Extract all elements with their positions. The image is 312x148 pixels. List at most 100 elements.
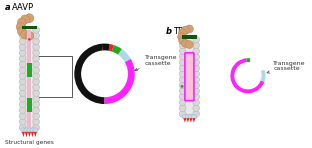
Circle shape [19,101,26,108]
Wedge shape [102,44,110,51]
Circle shape [27,128,32,133]
Circle shape [179,70,186,77]
Circle shape [19,72,26,79]
Circle shape [25,31,34,40]
Circle shape [25,14,34,23]
Circle shape [193,48,200,54]
Circle shape [19,67,26,73]
Polygon shape [27,98,32,112]
Circle shape [179,42,186,49]
Wedge shape [261,70,265,73]
Circle shape [33,32,40,39]
Circle shape [21,15,29,24]
Circle shape [193,99,200,106]
Circle shape [193,36,200,43]
Circle shape [193,111,200,117]
Circle shape [19,84,26,91]
Circle shape [179,111,186,117]
Circle shape [179,88,186,94]
Polygon shape [22,25,37,29]
Circle shape [193,76,200,83]
Circle shape [33,118,40,125]
Text: Transgene
cassette: Transgene cassette [135,55,177,71]
Circle shape [19,78,26,85]
Circle shape [33,78,40,85]
Circle shape [179,65,186,71]
Circle shape [33,72,40,79]
Circle shape [21,30,29,39]
Circle shape [193,53,200,60]
Circle shape [19,38,26,45]
Circle shape [19,26,26,33]
Polygon shape [25,132,28,137]
Circle shape [33,90,40,96]
Polygon shape [22,27,36,130]
Polygon shape [22,132,25,137]
Circle shape [19,55,26,62]
Circle shape [185,114,191,119]
Circle shape [19,49,26,56]
Circle shape [179,53,186,60]
Circle shape [193,82,200,89]
Circle shape [33,128,38,133]
Circle shape [179,59,186,66]
Circle shape [33,67,40,73]
Circle shape [179,82,186,89]
Circle shape [33,101,40,108]
Circle shape [19,124,26,131]
Circle shape [19,32,26,39]
Circle shape [182,114,188,119]
Polygon shape [183,118,186,123]
Circle shape [193,70,200,77]
Wedge shape [74,44,105,104]
Circle shape [193,65,200,71]
Circle shape [179,37,187,45]
Circle shape [19,107,26,114]
Circle shape [179,93,186,100]
Circle shape [179,29,187,37]
Circle shape [33,113,40,119]
Polygon shape [187,118,189,123]
Circle shape [19,118,26,125]
Circle shape [191,114,197,119]
Circle shape [33,124,40,131]
Circle shape [193,93,200,100]
Polygon shape [34,132,37,137]
Circle shape [33,61,40,68]
Polygon shape [27,63,32,77]
Polygon shape [193,118,195,123]
Circle shape [179,76,186,83]
Circle shape [182,40,189,47]
Circle shape [178,33,186,41]
Circle shape [19,61,26,68]
Circle shape [24,128,29,133]
Circle shape [17,27,26,36]
Circle shape [33,49,40,56]
Circle shape [30,128,35,133]
Text: a: a [5,3,11,12]
Polygon shape [183,37,196,117]
Circle shape [193,88,200,94]
Circle shape [179,48,186,54]
Text: Transgene
cassette: Transgene cassette [267,61,306,73]
Circle shape [182,26,189,34]
Circle shape [33,38,40,45]
Circle shape [19,95,26,102]
Polygon shape [182,35,197,39]
Wedge shape [118,49,131,62]
Text: b: b [166,27,172,36]
Wedge shape [261,73,266,82]
Circle shape [21,128,26,133]
Circle shape [33,84,40,91]
Polygon shape [189,118,193,123]
Polygon shape [31,132,34,137]
Circle shape [188,114,193,119]
Polygon shape [27,30,32,128]
Wedge shape [230,58,265,93]
Circle shape [33,44,40,50]
Circle shape [17,18,26,27]
Circle shape [193,105,200,112]
Circle shape [179,36,186,43]
Wedge shape [105,59,135,104]
Circle shape [33,55,40,62]
